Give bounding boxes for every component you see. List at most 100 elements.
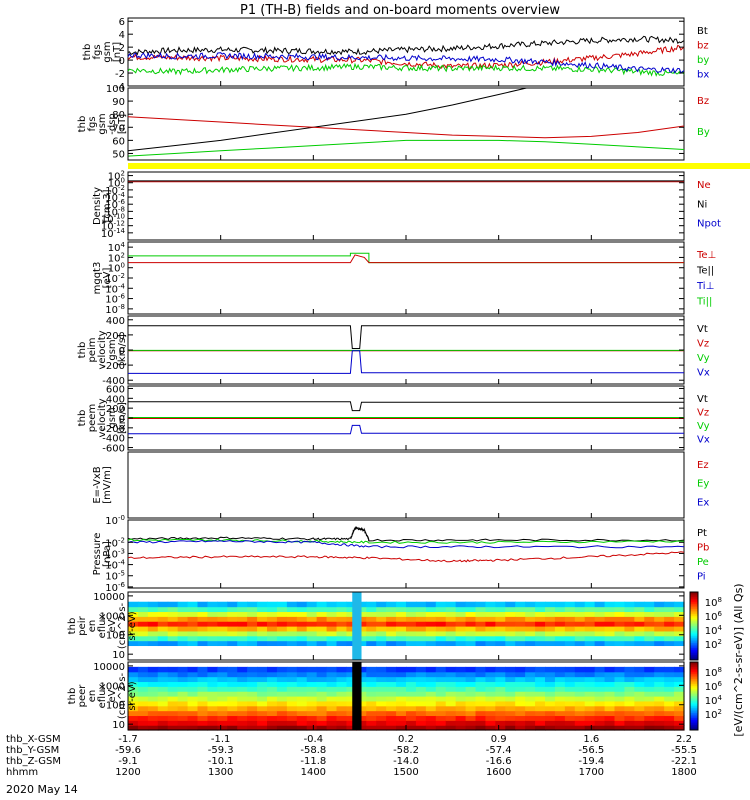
- colorbar-cell: [690, 672, 698, 675]
- spectrogram-cell: [515, 621, 526, 627]
- legend-entry: By: [697, 127, 710, 138]
- spectrogram-cell: [574, 630, 586, 637]
- spectrogram-cell: [485, 681, 496, 687]
- spectrogram-cell: [336, 686, 348, 692]
- spectrogram-cell: [276, 686, 288, 692]
- spectrogram-cell: [406, 671, 417, 678]
- spectrogram-cell: [137, 616, 149, 622]
- spectrogram-cell: [356, 611, 367, 617]
- y-axis-label: -dsp: [107, 113, 118, 135]
- spectrogram-cell: [276, 666, 288, 673]
- spectrogram-cell: [505, 720, 516, 726]
- spectrogram-cell: [247, 666, 258, 673]
- spectrogram-cell: [237, 715, 248, 721]
- spectrogram-cell: [187, 720, 199, 726]
- y-tick-label: -4: [115, 82, 125, 93]
- spectrogram-cell: [535, 686, 546, 692]
- spectrogram-cell: [346, 616, 357, 622]
- spectrogram-cell: [177, 720, 189, 726]
- y-axis-label: velocity: [97, 398, 108, 437]
- y-tick-label: 90: [112, 97, 125, 108]
- spectrogram-cell: [525, 640, 536, 647]
- spectrogram-cell: [614, 630, 626, 637]
- spectrogram-cell: [356, 696, 367, 702]
- spectrogram-cell: [415, 635, 427, 642]
- spectrogram-cell: [634, 705, 645, 712]
- spectrogram-cell: [634, 696, 645, 702]
- y-axis-label: [eV]: [102, 268, 113, 289]
- spectrogram-cell: [197, 606, 209, 613]
- spectrogram-cell: [197, 715, 209, 721]
- spectrogram-cell: [346, 686, 357, 692]
- spectrogram-cell: [386, 601, 397, 608]
- spectrogram-cell: [475, 626, 487, 632]
- spectrogram-cell: [326, 710, 338, 717]
- series-line-pi: [127, 539, 685, 549]
- spectrogram-cell: [197, 691, 209, 697]
- spectrogram-cell: [366, 666, 377, 673]
- spectrogram-cell: [227, 671, 238, 678]
- spectrogram-cell: [654, 666, 665, 673]
- x-row-value: 0.9: [491, 734, 507, 745]
- spectrogram-cell: [475, 696, 487, 702]
- spectrogram-cell: [406, 640, 417, 647]
- spectrogram-cell: [554, 686, 566, 692]
- spectrogram-cell: [207, 626, 218, 632]
- spectrogram-cell: [634, 616, 645, 622]
- spectrogram-cell: [157, 621, 169, 627]
- spectrogram-cell: [336, 601, 348, 608]
- spectrogram-cell: [187, 691, 199, 697]
- spectrogram-cell: [574, 635, 586, 642]
- spectrogram-cell: [435, 676, 447, 683]
- spectrogram-cell: [267, 601, 278, 608]
- spectrogram-cell: [624, 621, 635, 627]
- y-tick-label: 102: [108, 251, 125, 264]
- spectrogram-cell: [237, 696, 248, 702]
- spectrogram-cell: [137, 630, 149, 637]
- x-row-value: -11.8: [300, 756, 326, 767]
- spectrogram-cell: [128, 725, 139, 731]
- spectrogram-cell: [128, 710, 139, 717]
- panel-frame: [127, 451, 685, 519]
- spectrogram-cell: [187, 606, 199, 613]
- spectrogram-cell: [574, 666, 586, 673]
- spectrogram-cell: [346, 696, 357, 702]
- series-line-bx: [127, 52, 685, 74]
- spectrogram-cell: [237, 666, 248, 673]
- colorbar-cell: [690, 644, 698, 647]
- spectrogram-cell: [664, 616, 675, 622]
- y-tick-label: 1000: [100, 611, 125, 622]
- spectrogram-cell: [346, 611, 357, 617]
- spectrogram-cell: [247, 676, 258, 683]
- spectrogram-cell: [316, 606, 328, 613]
- colorbar-cell: [690, 714, 698, 717]
- spectrogram-cell: [207, 640, 218, 647]
- spectrogram-cell: [674, 705, 685, 712]
- spectrogram-cell: [177, 715, 189, 721]
- spectrogram-cell: [247, 626, 258, 632]
- spectrogram-cell: [634, 681, 645, 687]
- spectrogram-cell: [396, 621, 407, 627]
- spectrogram-cell: [584, 621, 596, 627]
- spectrogram-cell: [187, 725, 199, 731]
- spectrogram-cell: [485, 696, 496, 702]
- spectrogram-cell: [574, 710, 586, 717]
- spectrogram-cell: [515, 725, 526, 731]
- spectrogram-cell: [415, 700, 427, 707]
- legend-entry: Vx: [697, 368, 710, 379]
- y-axis-label: (cm^2-s-: [117, 602, 128, 649]
- y-axis-label: thb: [67, 618, 78, 635]
- spectrogram-cell: [644, 621, 655, 627]
- spectrogram-cell: [455, 686, 467, 692]
- spectrogram-cell: [584, 671, 596, 678]
- spectrogram-cell: [465, 715, 477, 721]
- spectrogram-cell: [604, 640, 616, 647]
- y-axis-label: thb: [77, 410, 88, 427]
- spectrogram-cell: [197, 710, 209, 717]
- spectrogram-cell: [415, 640, 427, 647]
- spectrogram-cell: [187, 611, 199, 617]
- spectrogram-cell: [545, 700, 556, 707]
- spectrogram-cell: [584, 606, 596, 613]
- spectrogram-cell: [316, 700, 328, 707]
- spectrogram-cell: [525, 666, 536, 673]
